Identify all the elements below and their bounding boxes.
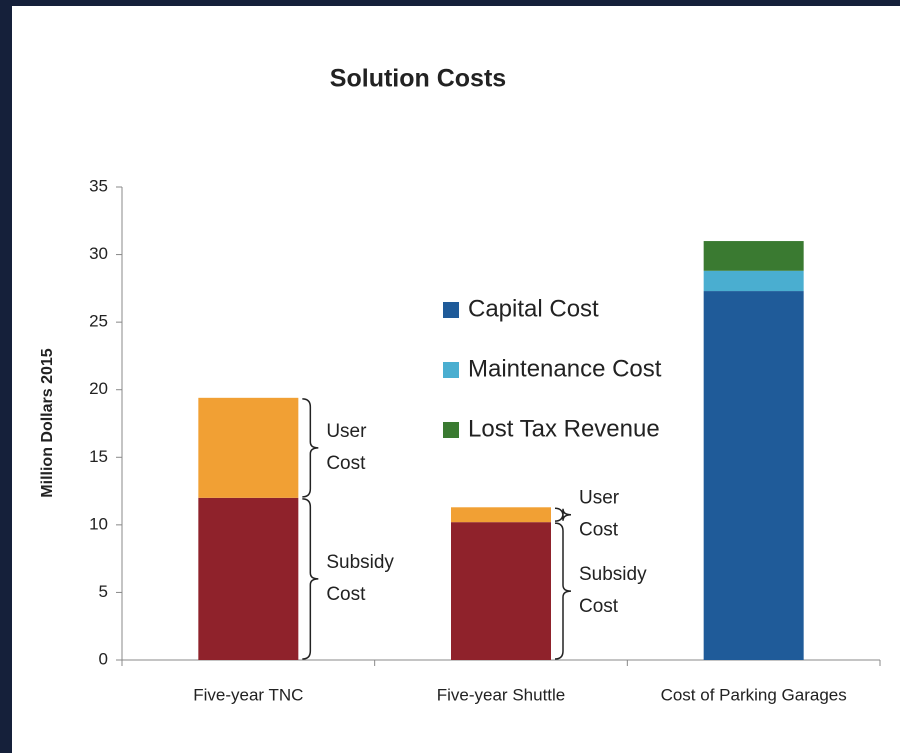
bar-segment (703, 291, 804, 660)
legend-label: Maintenance Cost (468, 355, 662, 382)
segment-annotation: Subsidy Cost (579, 564, 647, 617)
segment-annotation: User Cost (579, 488, 620, 541)
y-tick-label: 25 (89, 312, 108, 331)
frame-top (0, 0, 900, 6)
brace (554, 507, 572, 522)
x-tick-label: Cost of Parking Garages (661, 685, 847, 704)
segment-annotation: User Cost (326, 421, 367, 474)
bar-segment (703, 241, 804, 271)
segment-annotation: Subsidy Cost (326, 552, 394, 605)
y-tick-label: 20 (89, 379, 108, 398)
brace (554, 522, 572, 660)
y-tick-label: 15 (89, 447, 108, 466)
legend-label: Lost Tax Revenue (468, 415, 660, 442)
y-tick-label: 0 (99, 649, 108, 668)
x-tick-label: Five-year Shuttle (437, 685, 566, 704)
y-axis-label: Million Dollars 2015 (39, 348, 56, 497)
y-tick-label: 30 (89, 244, 108, 263)
bar-segment (198, 397, 299, 498)
y-tick-label: 10 (89, 514, 108, 533)
frame-left (0, 0, 12, 753)
brace (302, 498, 319, 660)
y-tick-label: 5 (99, 582, 108, 601)
y-tick-label: 35 (89, 176, 108, 195)
legend-swatch (443, 302, 459, 318)
legend-swatch (443, 422, 459, 438)
legend-swatch (443, 362, 459, 378)
brace (302, 398, 319, 498)
bar-segment (451, 522, 551, 660)
bar-segment (451, 507, 551, 523)
chart-title: Solution Costs (330, 65, 506, 93)
legend-label: Capital Cost (468, 295, 599, 322)
bar-segment (198, 497, 299, 660)
x-tick-label: Five-year TNC (193, 685, 303, 704)
bar-segment (703, 270, 804, 292)
